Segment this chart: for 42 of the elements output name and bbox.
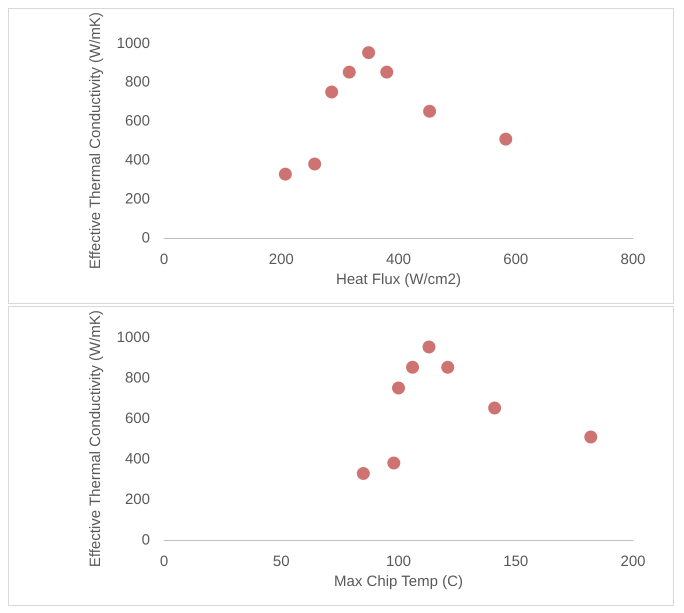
y-axis-title: Effective Thermal Conductivity (W/mK) [87,310,104,568]
point [380,66,394,79]
point [441,360,454,374]
x-tick-label: 800 [620,251,646,268]
y-tick-label: 200 [124,490,150,508]
x-tick-label: 400 [386,251,412,268]
y-tick-label: 800 [124,369,150,386]
x-axis-title: Max Chip Temp (C) [334,572,463,590]
y-tick-label: 400 [124,152,150,169]
x-tick-label: 200 [620,553,646,570]
point [356,467,370,480]
point [362,46,376,60]
point [392,381,405,394]
y-tick-label: 200 [124,190,150,208]
point [342,66,356,79]
y-axis-title: Effective Thermal Conductivity (W/mK) [87,12,104,270]
x-tick-label: 100 [386,553,412,570]
y-tick-label: 400 [124,450,150,468]
x-axis-title: Heat Flux (W/cm2) [336,270,462,288]
y-tick-label: 600 [124,410,150,427]
point [406,360,420,374]
x-tick-label: 50 [272,553,290,570]
y-tick-label: 800 [124,74,150,91]
point [423,104,436,118]
point [278,168,292,181]
x-tick-label: 200 [268,251,294,268]
x-tick-label: 0 [160,251,168,268]
x-tick-label: 150 [503,553,528,570]
point [387,456,400,470]
point [308,158,322,171]
y-tick-label: 0 [142,532,150,548]
point [422,340,436,354]
point [499,132,512,146]
y-tick-label: 600 [124,112,150,130]
y-tick-label: 0 [142,230,150,246]
point [325,85,338,98]
y-tick-label: 1000 [116,34,150,52]
x-tick-label: 600 [503,251,528,268]
y-tick-label: 1000 [116,328,150,346]
point [584,430,598,444]
point [488,402,502,415]
x-tick-label: 0 [160,553,168,570]
